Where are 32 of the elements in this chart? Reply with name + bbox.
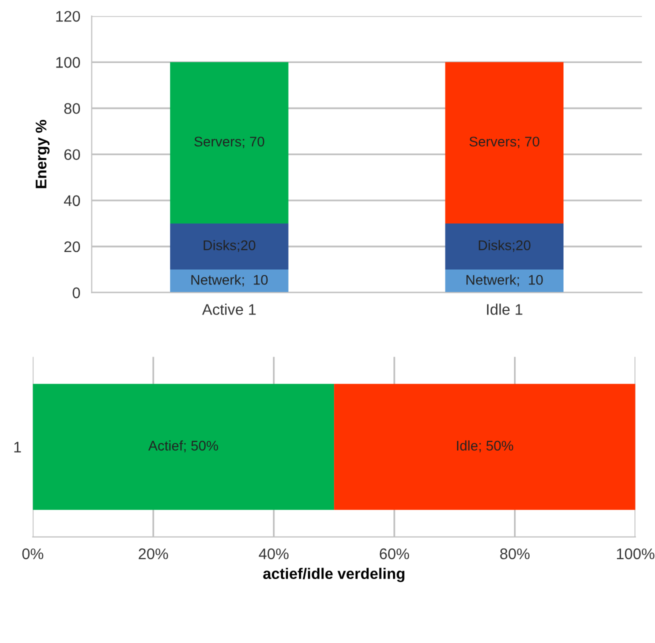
y-tick-label: 20 [64,241,80,252]
y-tick-label: 120 [56,10,80,22]
y-axis-title: Energy % [36,120,50,188]
bar [445,62,564,224]
x-tick-label: 0% [22,548,44,560]
data-label: Netwerk; 10 [466,274,543,286]
y-tick-label: 40 [64,195,80,206]
data-label: Disks;20 [204,240,256,252]
y-tick-label: 60 [64,149,80,160]
x-tick-label: 20% [138,548,168,560]
x-tick-label: Active 1 [202,304,256,315]
data-label: Servers; 70 [194,136,264,148]
data-label: Actief; 50% [148,440,218,452]
x-tick-label: 80% [500,548,530,560]
x-tick-label: 100% [616,548,654,560]
bar [170,223,288,270]
data-label: Servers; 70 [469,136,540,148]
bar [445,223,564,270]
bar [170,270,288,293]
y-tick-label: 80 [64,103,80,114]
x-tick-label: Idle 1 [487,304,522,315]
data-label: Disks;20 [478,240,530,252]
y-tick-label: 100 [56,57,80,68]
x-tick-label: 40% [258,548,289,560]
y-tick-label: 0 [72,287,80,298]
x-tick-label: 60% [380,548,410,560]
data-label: Idle; 50% [457,440,514,452]
y-tick-label: 1 [14,442,21,452]
x-axis-title: actief/idle verdeling [263,568,404,582]
data-label: Netwerk; 10 [191,274,268,286]
bar [170,62,288,224]
bar [445,270,564,293]
